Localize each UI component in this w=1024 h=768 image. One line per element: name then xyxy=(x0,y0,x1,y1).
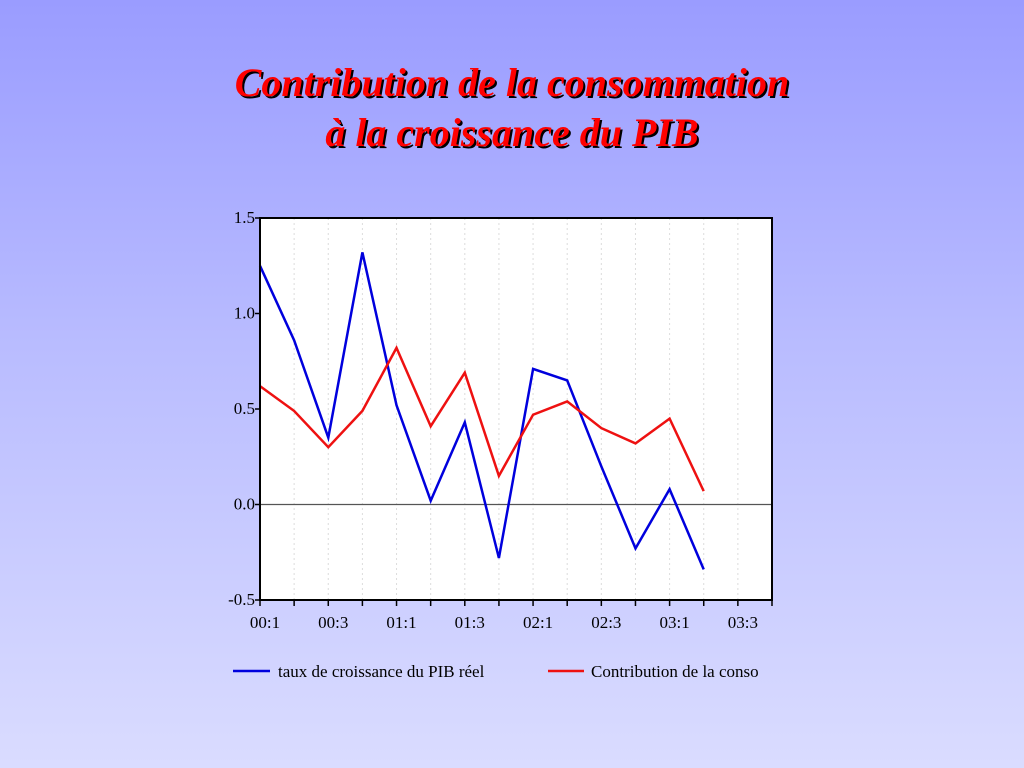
y-tick-label: 1.0 xyxy=(234,304,255,323)
chart-title-line-2: à la croissance du PIB xyxy=(325,110,699,155)
plot-area xyxy=(260,218,772,600)
series-line-2 xyxy=(259,345,705,492)
series-line-1 xyxy=(258,252,705,570)
x-tick-label: 03:1 xyxy=(659,613,689,632)
x-tick-label: 03:3 xyxy=(728,613,758,632)
chart-title-line-1: Contribution de la consommation xyxy=(234,60,790,105)
y-tick-label: 1.5 xyxy=(234,208,255,227)
x-tick-label: 02:1 xyxy=(523,613,553,632)
y-tick-label: 0.5 xyxy=(234,399,255,418)
y-tick-label: -0.5 xyxy=(228,590,255,609)
x-tick-label: 00:3 xyxy=(318,613,348,632)
x-tick-label: 01:1 xyxy=(386,613,416,632)
chart-title: Contribution de la consommation à la cro… xyxy=(0,58,1024,158)
x-tick-label: 00:1 xyxy=(250,613,280,632)
x-tick-label: 02:3 xyxy=(591,613,621,632)
legend-label-2: Contribution de la conso xyxy=(591,662,759,681)
y-tick-label: 0.0 xyxy=(234,495,255,514)
legend-label-1: taux de croissance du PIB réel xyxy=(278,662,485,681)
x-tick-label: 01:3 xyxy=(455,613,485,632)
